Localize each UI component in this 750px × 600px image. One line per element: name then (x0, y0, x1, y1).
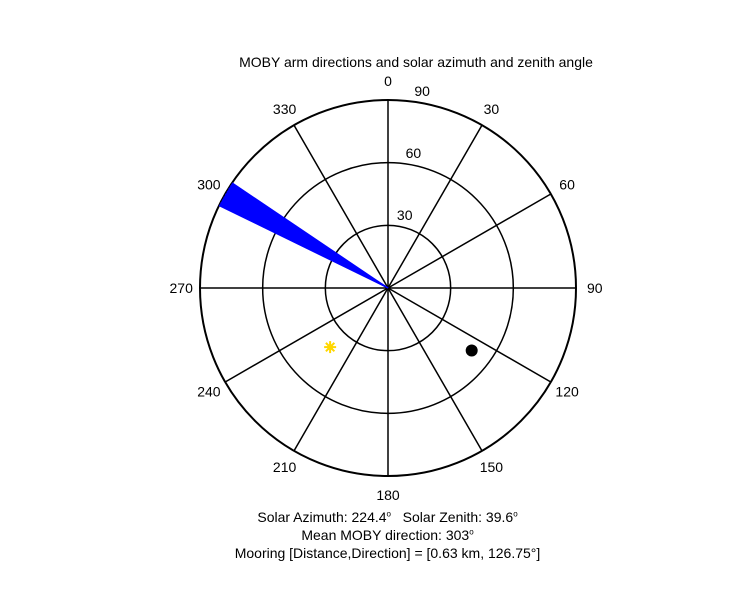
angle-tick-label: 180 (376, 487, 400, 503)
angle-tick-label: 60 (559, 177, 575, 193)
radial-tick-label: 30 (397, 207, 413, 223)
angle-tick-label: 0 (384, 73, 392, 89)
angle-tick-label: 30 (484, 101, 500, 117)
radial-tick-labels: 30 60 90 (397, 83, 430, 223)
angle-tick-label: 150 (480, 459, 504, 475)
spoke-line (387, 287, 552, 383)
angle-tick-label: 240 (197, 383, 221, 399)
radial-tick-label: 60 (406, 145, 422, 161)
chart-title: MOBY arm directions and solar azimuth an… (239, 54, 593, 70)
angle-tick-labels: 0 30 60 90 120 150 180 210 240 270 300 330 (170, 73, 603, 503)
spoke-line (293, 124, 389, 289)
spoke-line (224, 287, 389, 383)
solar-zenith-text: Solar Zenith: 39.6 (402, 509, 514, 525)
angle-tick-label: 270 (170, 280, 194, 296)
angle-tick-label: 330 (273, 101, 297, 117)
spoke-line (387, 124, 483, 289)
sun-marker (327, 344, 334, 351)
spoke-line (387, 287, 483, 452)
mooring-info-line: Mooring [Distance,Direction] = [0.63 km,… (234, 545, 541, 561)
mean-moby-direction-line: Mean MOBY direction: 303o (301, 527, 474, 543)
angle-tick-label: 300 (197, 177, 221, 193)
mooring-marker (465, 344, 478, 357)
angle-tick-label: 120 (555, 383, 579, 399)
angle-tick-label: 210 (273, 459, 297, 475)
polar-grid (199, 99, 577, 477)
solar-info-line: Solar Azimuth: 224.4o Solar Zenith: 39.6… (257, 509, 518, 525)
spoke-line (293, 287, 389, 452)
angle-tick-label: 90 (587, 280, 603, 296)
radial-tick-label: 90 (414, 83, 430, 99)
solar-azimuth-text: Solar Azimuth: 224.4 (257, 509, 387, 525)
spoke-line (387, 193, 552, 289)
data-series (218, 182, 478, 357)
moby-arm-fan (219, 182, 388, 288)
